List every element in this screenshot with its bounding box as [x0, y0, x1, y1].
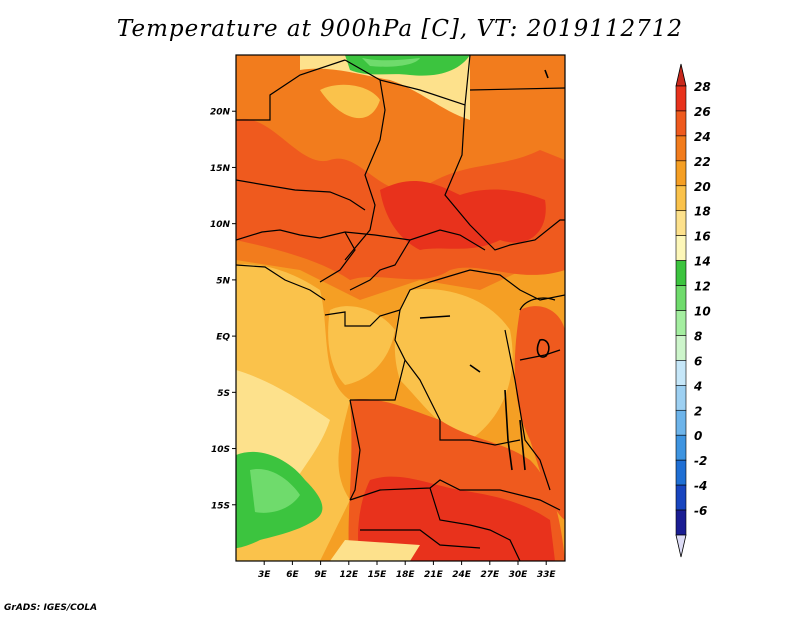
colorbar-segment: [675, 285, 687, 311]
colorbar-label: 12: [694, 280, 711, 294]
colorbar-segment: [675, 160, 687, 187]
field-east-africa: [514, 306, 565, 520]
colorbar-label: -4: [694, 479, 707, 493]
colorbar-segment: [675, 310, 687, 336]
field-green-top-light: [362, 58, 420, 67]
lat-tick-label: 20N: [210, 108, 231, 118]
map-frame: [235, 54, 566, 562]
colorbar-label: -6: [694, 504, 707, 518]
lon-tick-label: 24E: [452, 570, 472, 580]
colorbar-segment: [675, 434, 687, 461]
colorbar-label: 28: [694, 80, 711, 94]
lon-tick-label: 21E: [424, 570, 444, 580]
colorbar-segment: [675, 185, 687, 212]
colorbar-label: 2: [694, 404, 702, 418]
field-green-southwest-light: [250, 469, 300, 513]
colorbar-segment: [675, 409, 687, 436]
colorbar-segment: [675, 484, 687, 511]
map-title: Temperature at 900hPa [C], VT: 201911271…: [116, 16, 684, 42]
colorbar-label: -2: [694, 454, 707, 468]
colorbar-segment: [675, 260, 687, 286]
colorbar-label: 18: [694, 205, 711, 219]
lon-tick-label: 18E: [396, 570, 416, 580]
latitude-axis: 20N 15N 10N 5N EQ 5S 10S 15S: [210, 108, 236, 511]
field-congo: [394, 289, 513, 440]
field-sahara-2: [320, 84, 380, 119]
colorbar-segment: [675, 210, 687, 236]
colorbar-label: 26: [694, 105, 711, 119]
colorbar-label: 24: [694, 130, 711, 144]
lat-tick-label: 5N: [216, 276, 230, 286]
lon-tick-label: 33E: [537, 570, 557, 580]
field-south-hottest: [358, 476, 555, 561]
longitude-axis: 3E 6E 9E 12E 15E 18E 21E 24E 27E 30E 33E: [258, 561, 556, 580]
colorbar-segment: [675, 235, 687, 261]
lon-tick-label: 12E: [339, 570, 359, 580]
field-hottest-north: [380, 180, 546, 250]
colorbar-bottom-arrow: [675, 534, 687, 558]
colorbar-label: 20: [694, 180, 711, 194]
lon-tick-label: 3E: [258, 570, 271, 580]
lon-tick-label: 27E: [480, 570, 500, 580]
country-borders: [236, 55, 565, 561]
colorbar-label: 22: [694, 155, 711, 169]
lon-tick-label: 30E: [509, 570, 529, 580]
lakes-and-coast: [419, 69, 550, 471]
field-south-pale: [330, 540, 420, 561]
lat-tick-label: 10N: [210, 220, 231, 230]
colorbar-segment: [675, 135, 687, 162]
colorbar-segment: [675, 335, 687, 361]
lon-tick-label: 9E: [314, 570, 327, 580]
lat-tick-label: 15S: [211, 501, 230, 511]
colorbar-label: 6: [694, 354, 702, 368]
lat-tick-label: 5S: [217, 389, 230, 399]
colorbar-label: 8: [694, 329, 702, 343]
lon-tick-label: 6E: [286, 570, 299, 580]
colorbar-top-arrow: [675, 63, 687, 87]
colorbar-segment: [675, 110, 687, 137]
colorbar-segment: [675, 459, 687, 486]
colorbar-label: 0: [694, 429, 702, 443]
colorbar-label: 4: [693, 379, 702, 393]
lon-tick-label: 15E: [368, 570, 388, 580]
grads-credit: GrADS: IGES/COLA: [4, 603, 98, 613]
colorbar-label: 14: [694, 255, 711, 269]
lat-tick-label: EQ: [216, 333, 230, 343]
colorbar-segment: [675, 360, 687, 386]
colorbar-segment: [675, 385, 687, 411]
colorbar-label: 16: [694, 230, 711, 244]
lat-tick-label: 10S: [211, 445, 230, 455]
colorbar-segment: [675, 509, 687, 536]
colorbar-segment: [675, 85, 687, 112]
lat-tick-label: 15N: [210, 164, 231, 174]
colorbar-label: 10: [694, 305, 711, 319]
